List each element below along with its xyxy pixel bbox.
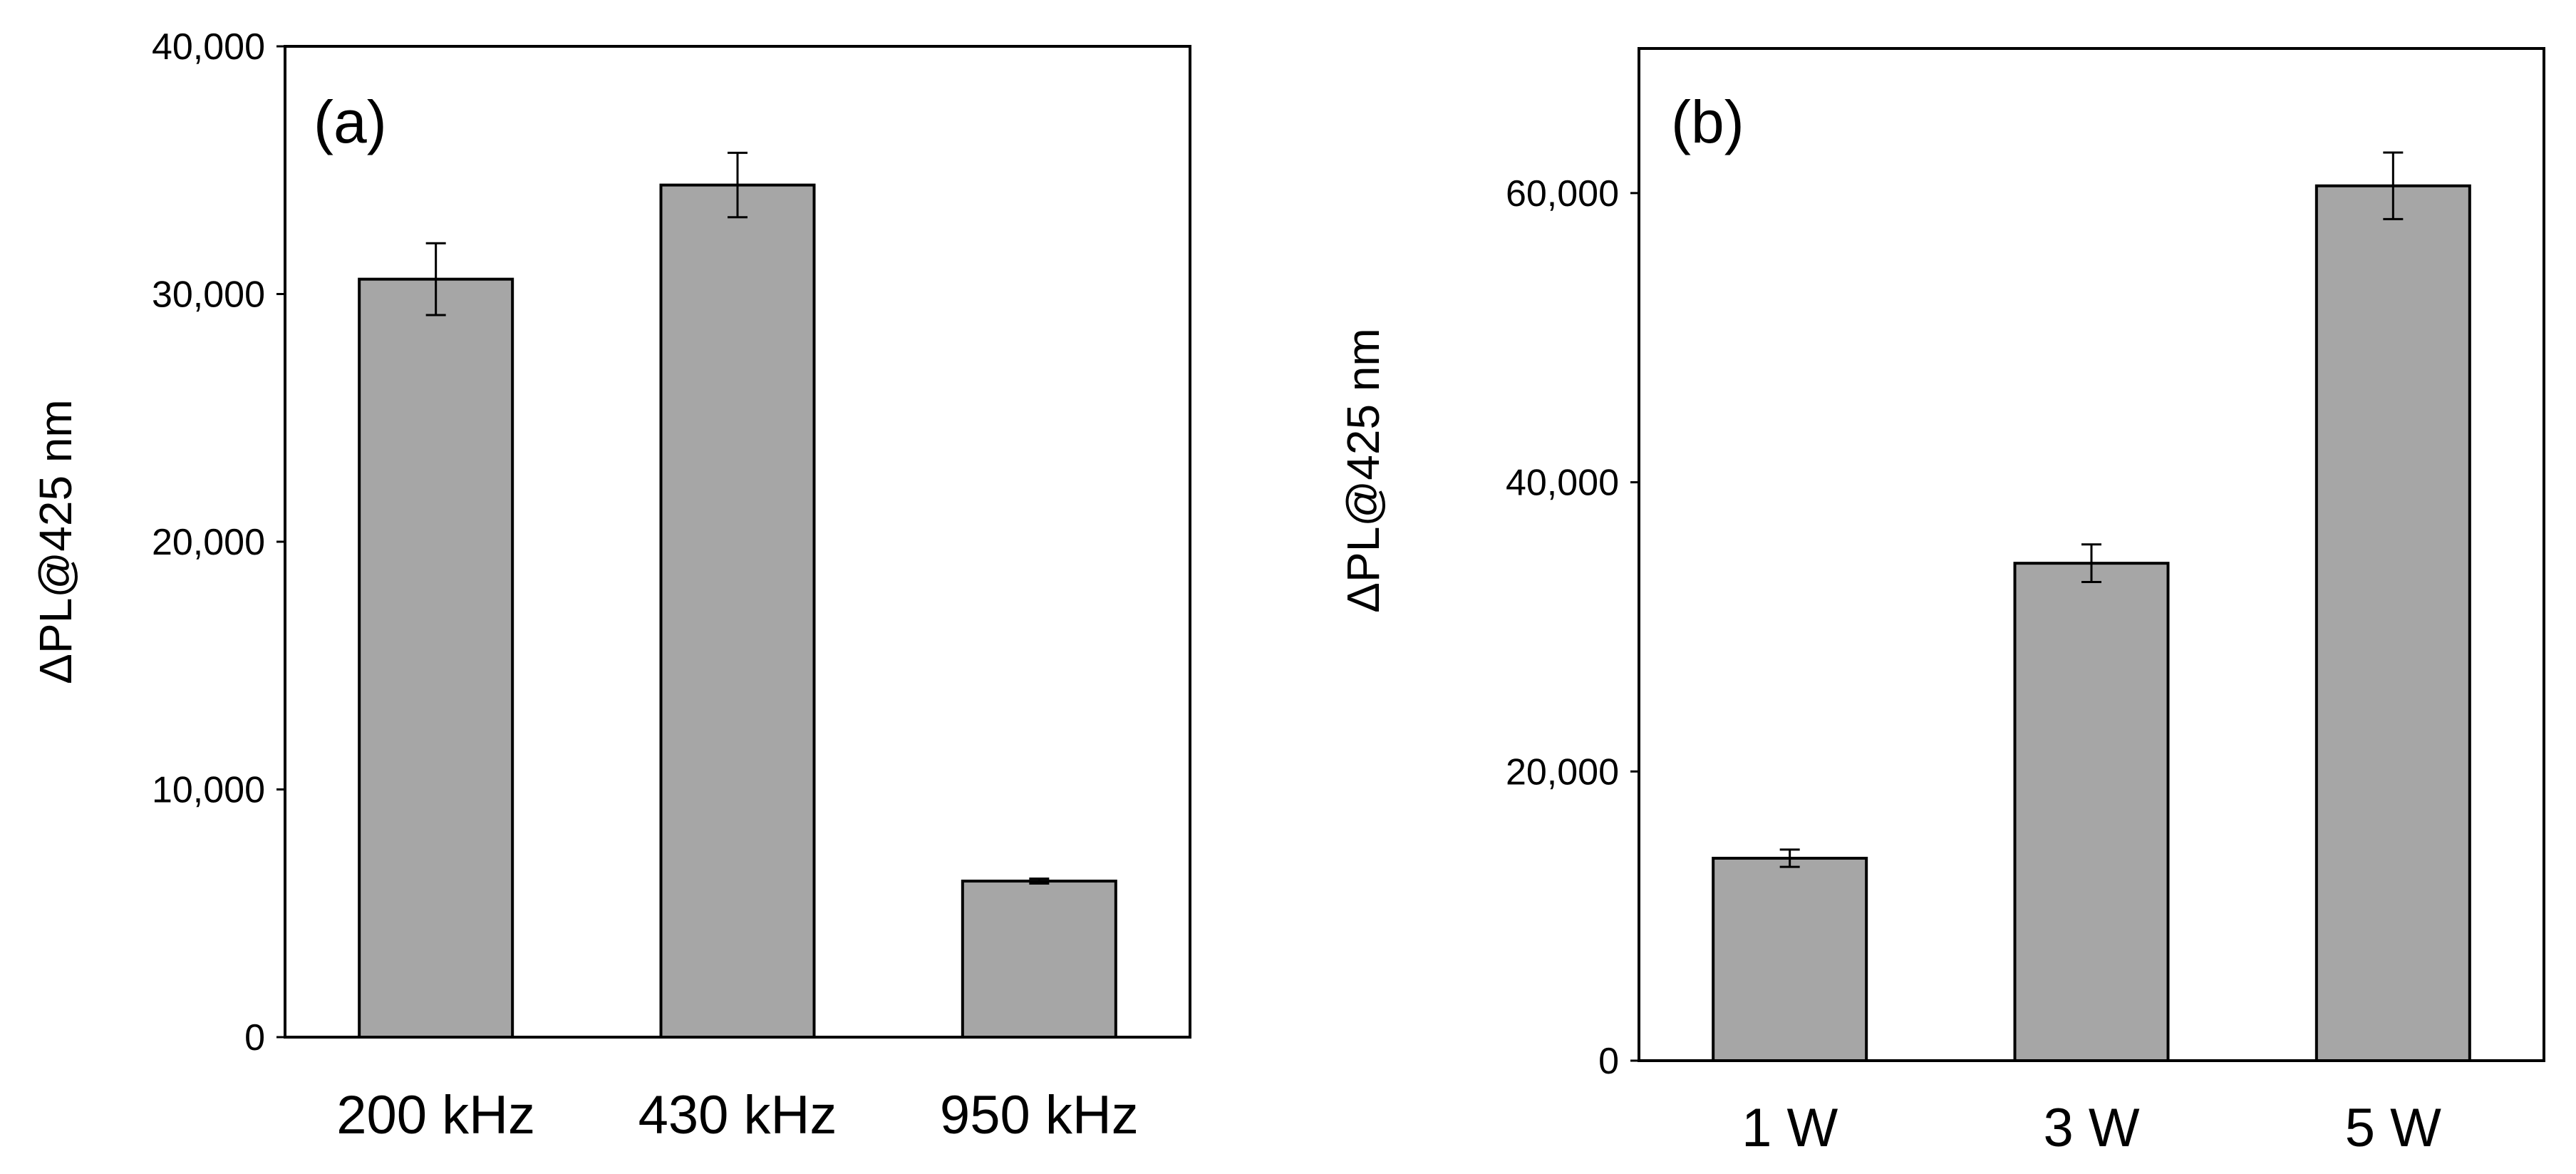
y-tick-label: 20,000 xyxy=(1506,751,1619,793)
panel-a-label: (a) xyxy=(314,88,387,155)
x-category-label: 200 kHz xyxy=(336,1085,535,1145)
panel-b-y-axis-title: ΔPL@425 nm xyxy=(1338,328,1389,612)
y-tick-label: 60,000 xyxy=(1506,173,1619,215)
y-tick-label: 20,000 xyxy=(152,522,265,563)
bar xyxy=(2013,562,2170,1062)
panel-a-y-ticks: 0 10,000 20,000 30,000 40,000 xyxy=(152,26,285,1059)
panel-b-y-ticks: 0 20,000 40,000 60,000 xyxy=(1506,173,1639,1082)
panel-a-x-tick-labels: 200 kHz 430 kHz 950 kHz xyxy=(336,1085,1138,1145)
panel-b-x-tick-labels: 1 W 3 W 5 W xyxy=(1742,1098,2441,1158)
bar xyxy=(358,277,514,1039)
panel-b-chart: 0 20,000 40,000 60,000 1 W 3 W 5 W (b) ΔPL@42… xyxy=(1338,47,2545,1158)
error-bar xyxy=(1029,877,1050,885)
panel-a-error-bars xyxy=(425,151,1050,885)
y-tick-label: 30,000 xyxy=(152,274,265,316)
error-bar xyxy=(2383,151,2404,220)
bar xyxy=(659,183,816,1039)
x-category-label: 430 kHz xyxy=(638,1085,837,1145)
y-tick-label: 0 xyxy=(1598,1041,1619,1082)
panel-a-y-axis-title: ΔPL@425 nm xyxy=(30,399,81,684)
panel-b-bars xyxy=(1712,184,2471,1063)
x-category-label: 5 W xyxy=(2345,1098,2441,1158)
y-tick-label: 0 xyxy=(244,1017,265,1059)
error-bar xyxy=(425,242,446,316)
panel-b-error-bars xyxy=(1779,151,2404,868)
y-tick-label: 40,000 xyxy=(1506,463,1619,504)
bar xyxy=(2314,184,2471,1063)
x-category-label: 3 W xyxy=(2043,1098,2139,1158)
error-bar xyxy=(2081,543,2101,584)
error-bar xyxy=(1779,848,1800,868)
y-tick-label: 40,000 xyxy=(152,26,265,68)
x-category-label: 950 kHz xyxy=(940,1085,1139,1145)
panel-b-label: (b) xyxy=(1671,88,1744,155)
x-category-label: 1 W xyxy=(1742,1098,1838,1158)
bar xyxy=(961,880,1117,1039)
panel-a-chart: 0 10,000 20,000 30,000 40,000 200 kHz 430 kHz… xyxy=(30,26,1191,1145)
y-tick-label: 10,000 xyxy=(152,770,265,811)
error-bar xyxy=(728,151,748,219)
bar xyxy=(1712,857,1868,1062)
